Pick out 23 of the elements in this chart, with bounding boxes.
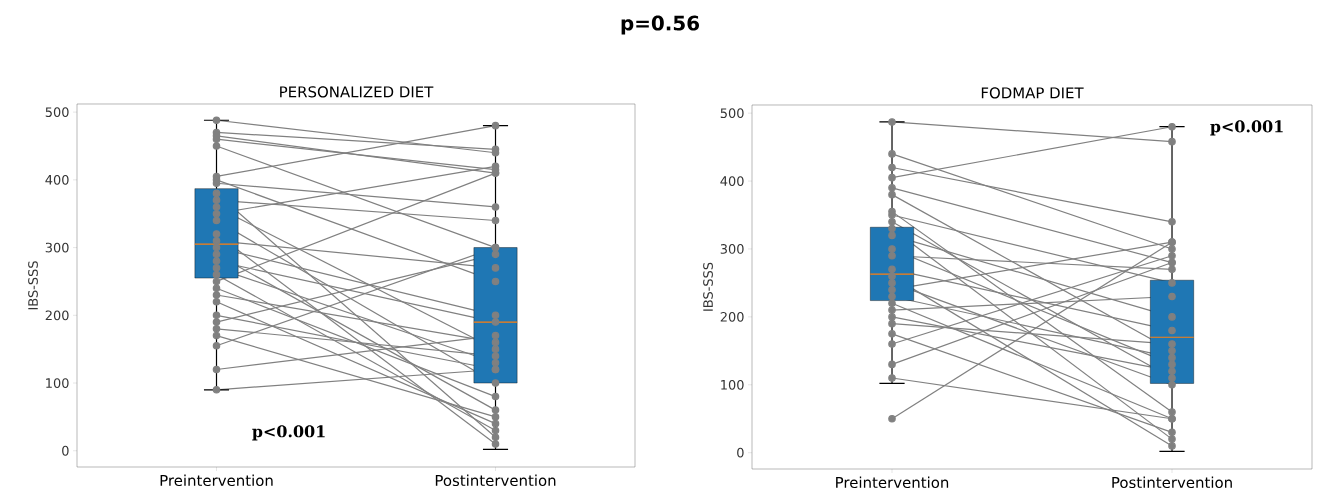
- annotation: p<0.001: [1210, 120, 1283, 136]
- y-tick-label: 300: [720, 244, 744, 254]
- y-tick-label: 500: [45, 107, 69, 118]
- x-tick-label: Preintervention: [836, 476, 949, 489]
- y-tick-label: 500: [720, 108, 744, 119]
- x-tick-label: Postintervention: [435, 474, 556, 487]
- y-tick-label: 100: [721, 379, 744, 390]
- y-axis-title: IBS-SSS: [703, 262, 713, 311]
- y-tick-label: 300: [45, 242, 69, 253]
- y-tick-label: 200: [720, 311, 744, 322]
- text: p=0.56: [621, 15, 700, 35]
- y-tick-label: 100: [46, 378, 69, 388]
- y-axis-title: IBS-SSS: [28, 261, 38, 310]
- y-tick-label: 400: [45, 174, 69, 185]
- annotation: p<0.001: [252, 425, 325, 441]
- y-tick-label: 0: [62, 445, 69, 456]
- chart-title: PERSONALIZED DIET: [280, 86, 434, 98]
- y-tick-label: 0: [737, 447, 744, 458]
- chart-title: FODMAP DIET: [981, 87, 1084, 99]
- x-tick-label: Postintervention: [1112, 476, 1232, 489]
- y-tick-label: 400: [720, 176, 744, 186]
- x-tick-label: Preintervention: [160, 474, 273, 487]
- y-tick-label: 200: [45, 310, 69, 321]
